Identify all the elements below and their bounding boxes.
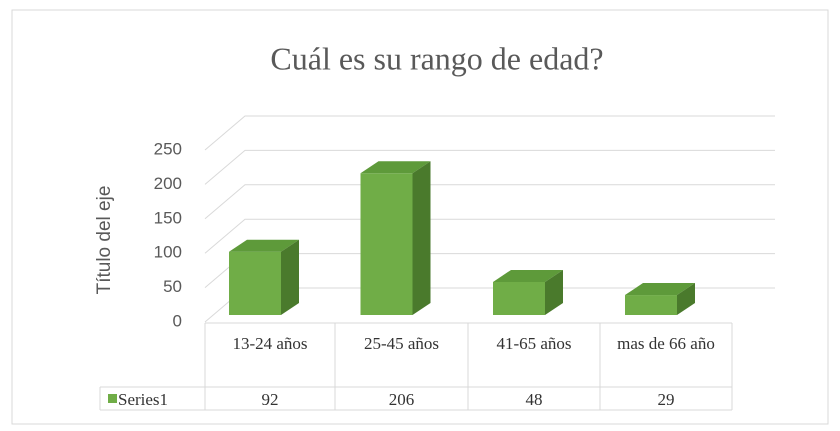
legend-swatch bbox=[108, 394, 117, 403]
y-tick-label: 150 bbox=[154, 208, 182, 227]
bar-front bbox=[229, 251, 281, 315]
x-tick-label: mas de 66 año bbox=[617, 334, 715, 353]
bar-top bbox=[229, 239, 299, 252]
bar-top bbox=[625, 283, 695, 296]
table-value: 206 bbox=[388, 390, 415, 409]
bar-front bbox=[493, 281, 545, 315]
bar-side bbox=[677, 283, 695, 315]
y-tick-label: 50 bbox=[163, 277, 182, 296]
table-value: 48 bbox=[525, 390, 543, 409]
bar-side bbox=[281, 239, 299, 315]
y-tick-label: 200 bbox=[154, 174, 182, 193]
bar bbox=[229, 239, 299, 315]
y-tick-label: 250 bbox=[154, 139, 182, 158]
grid-line bbox=[204, 149, 775, 185]
y-tick-label: 100 bbox=[154, 243, 182, 262]
grid-line bbox=[204, 218, 775, 254]
bar-side bbox=[545, 269, 563, 315]
legend-label: Series1 bbox=[118, 390, 169, 409]
grid-line bbox=[204, 184, 775, 220]
chart-title: Cuál es su rango de edad? bbox=[270, 40, 603, 76]
bar-top bbox=[493, 269, 563, 282]
x-tick-label: 41-65 años bbox=[496, 334, 572, 353]
x-tick-label: 25-45 años bbox=[363, 334, 440, 353]
table-value: 29 bbox=[657, 390, 675, 409]
bar-front bbox=[360, 173, 413, 315]
table-value: 92 bbox=[261, 390, 279, 409]
y-axis-title: Título del eje bbox=[94, 186, 115, 295]
grid-line bbox=[204, 115, 775, 151]
y-tick-label: 0 bbox=[173, 311, 182, 330]
bar-side bbox=[412, 161, 431, 315]
bar bbox=[625, 283, 695, 315]
bar bbox=[493, 269, 563, 315]
bar bbox=[360, 161, 431, 315]
x-tick-label: 13-24 años bbox=[232, 334, 308, 353]
bar-top bbox=[360, 161, 431, 174]
bar-front bbox=[625, 295, 677, 315]
